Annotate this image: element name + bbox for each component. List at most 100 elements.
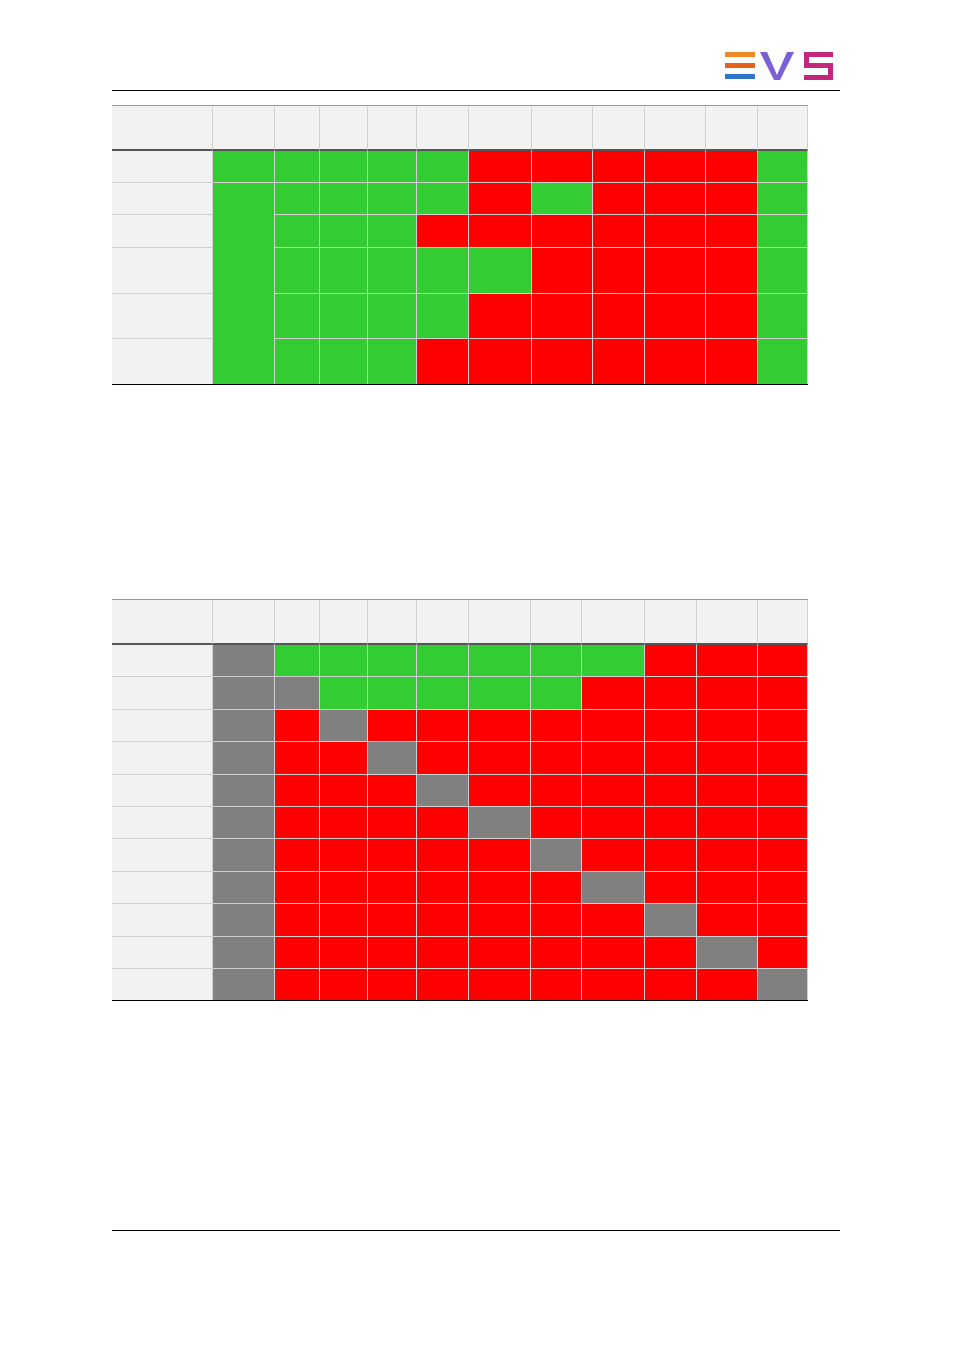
cell: [532, 339, 593, 385]
cell: [582, 742, 645, 775]
cell: [758, 775, 808, 807]
cell: [469, 937, 531, 969]
cell: [758, 807, 808, 839]
cell: [275, 872, 320, 904]
cell: [213, 183, 275, 385]
cell: [368, 872, 417, 904]
cell: [469, 904, 531, 937]
cell: [706, 151, 758, 183]
cell: [469, 645, 531, 677]
cell: [275, 215, 320, 248]
cell: [368, 904, 417, 937]
cell: [417, 904, 469, 937]
header-cell: [645, 599, 697, 645]
header-cell: [213, 599, 275, 645]
header-cell: [469, 105, 532, 151]
cell: [320, 904, 368, 937]
cell: [593, 151, 645, 183]
cell: [368, 969, 417, 1001]
cell: [469, 248, 532, 294]
cell: [213, 677, 275, 710]
cell: [645, 839, 697, 872]
cell: [706, 183, 758, 215]
cell: [417, 710, 469, 742]
table-top-rule: [112, 599, 808, 600]
header-cell: [112, 599, 213, 645]
header-cell: [417, 105, 469, 151]
cell: [758, 904, 808, 937]
cell: [417, 839, 469, 872]
cell: [368, 339, 417, 385]
cell: [532, 151, 593, 183]
cell: [531, 742, 582, 775]
cell: [593, 183, 645, 215]
cell: [112, 969, 213, 1001]
cell: [645, 969, 697, 1001]
cell: [275, 677, 320, 710]
cell: [320, 937, 368, 969]
cell: [417, 183, 469, 215]
logo-s: [804, 52, 833, 80]
cell: [320, 151, 368, 183]
cell: [213, 775, 275, 807]
cell: [112, 677, 213, 710]
cell: [213, 969, 275, 1001]
cell: [213, 742, 275, 775]
header-cell: [697, 599, 758, 645]
cell: [469, 710, 531, 742]
cell: [320, 294, 368, 339]
cell: [469, 183, 532, 215]
cell: [368, 294, 417, 339]
cell: [417, 215, 469, 248]
cell: [582, 645, 645, 677]
cell: [645, 294, 706, 339]
cell: [645, 215, 706, 248]
logo-v: [760, 52, 794, 80]
cell: [368, 710, 417, 742]
cell: [758, 937, 808, 969]
cell: [697, 872, 758, 904]
cell: [320, 677, 368, 710]
cell: [469, 872, 531, 904]
cell: [320, 807, 368, 839]
cell: [697, 937, 758, 969]
logo-bar: [725, 74, 755, 79]
cell: [645, 872, 697, 904]
cell: [275, 937, 320, 969]
cell: [531, 807, 582, 839]
header-rule: [112, 90, 840, 91]
cell: [112, 775, 213, 807]
cell: [112, 215, 213, 248]
cell: [320, 742, 368, 775]
cell: [112, 339, 213, 385]
cell: [758, 339, 808, 385]
cell: [368, 183, 417, 215]
cell: [469, 969, 531, 1001]
cell: [645, 645, 697, 677]
cell: [582, 710, 645, 742]
cell: [582, 807, 645, 839]
cell: [645, 151, 706, 183]
cell: [417, 294, 469, 339]
table-bottom-rule: [112, 384, 808, 385]
cell: [697, 677, 758, 710]
cell: [469, 151, 532, 183]
header-cell: [706, 105, 758, 151]
cell: [417, 742, 469, 775]
cell: [320, 645, 368, 677]
cell: [706, 339, 758, 385]
header-cell: [417, 599, 469, 645]
cell: [320, 339, 368, 385]
cell: [531, 904, 582, 937]
cell: [368, 742, 417, 775]
cell: [697, 645, 758, 677]
cell: [645, 710, 697, 742]
cell: [531, 969, 582, 1001]
cell: [213, 645, 275, 677]
cell: [469, 807, 531, 839]
header-cell: [532, 105, 593, 151]
cell: [275, 183, 320, 215]
cell: [112, 742, 213, 775]
cell: [758, 215, 808, 248]
cell: [417, 969, 469, 1001]
